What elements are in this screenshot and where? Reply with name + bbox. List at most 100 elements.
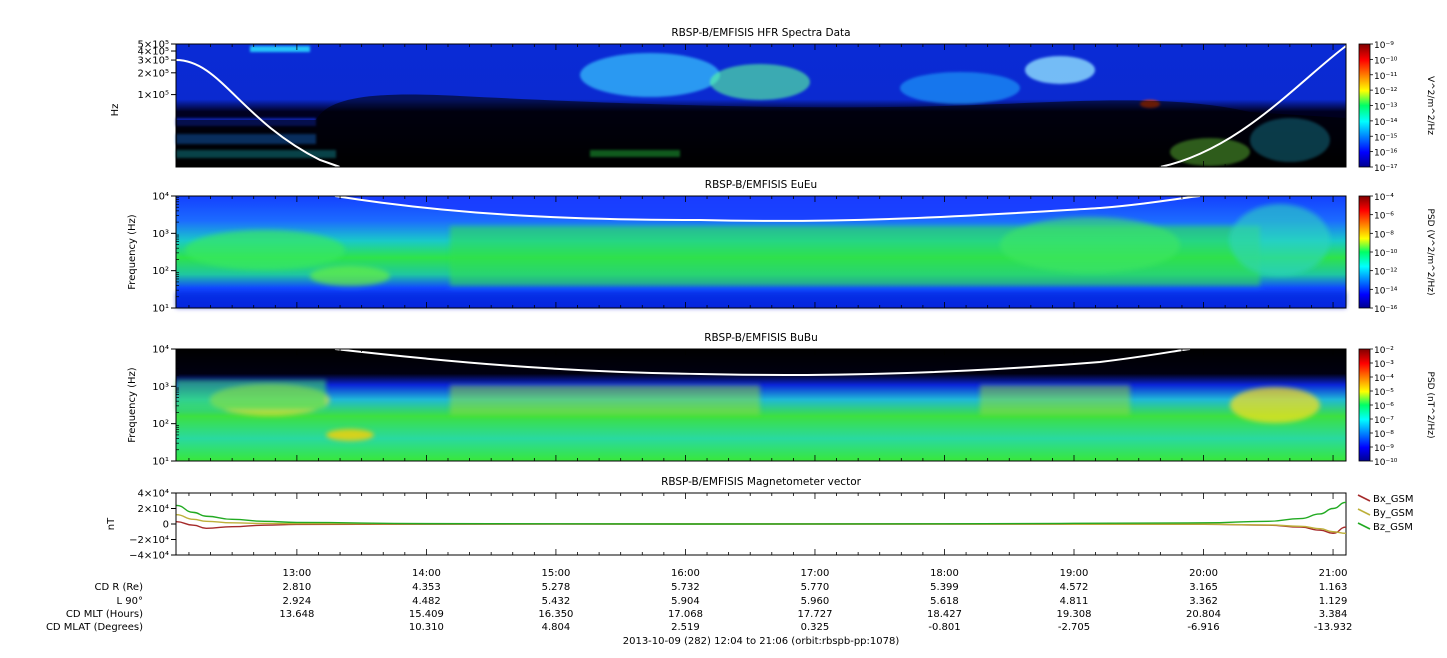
xtick-label: 17:00 <box>801 568 830 579</box>
ephemeris-value: 0.325 <box>801 622 830 633</box>
bubu-colorbar-strip <box>1358 348 1371 462</box>
ephemeris-value: 1.163 <box>1319 582 1348 593</box>
bubu-colorbar-label: 10⁻⁶ <box>1374 402 1394 412</box>
bubu-ytick-label: 10³ <box>152 382 169 393</box>
hfr-lower-band <box>176 94 1346 167</box>
bubu-colorbar-label: 10⁻⁵ <box>1374 388 1394 398</box>
mag-ytick-label: 2×10⁴ <box>138 504 169 515</box>
ephemeris-value: 5.732 <box>671 582 700 593</box>
hfr-colorbar-label: 10⁻¹⁰ <box>1374 56 1398 66</box>
ephemeris-value: 4.811 <box>1060 596 1089 607</box>
eueu-colorbar-label: 10⁻¹² <box>1374 268 1398 278</box>
ephemeris-value: 13.648 <box>279 609 314 620</box>
bubu-ytick-label: 10² <box>152 419 169 430</box>
bubu-panel: RBSP-B/EMFISIS BuBu Frequency (Hz) 10⁴ 10… <box>127 332 1435 468</box>
ephemeris-value: 5.904 <box>671 596 700 607</box>
ephemeris-value: 10.310 <box>409 622 444 633</box>
bubu-colorbar-label: 10⁻⁴ <box>1374 374 1394 384</box>
hfr-panel: RBSP-B/EMFISIS HFR Spectra Data Hz 5×10⁵… <box>110 27 1435 174</box>
ephemeris-value: 17.727 <box>797 609 832 620</box>
hfr-colorbar-label: 10⁻¹⁶ <box>1374 149 1398 159</box>
bubu-ylabel: Frequency (Hz) <box>127 367 138 443</box>
eueu-colorbar-label: 10⁻⁸ <box>1374 230 1394 240</box>
legend-label-Bz_GSM: Bz_GSM <box>1373 522 1413 533</box>
bubu-colorbar-label: 10⁻³ <box>1374 360 1394 370</box>
bubu-ytick-label: 10⁴ <box>152 345 169 356</box>
ephemeris-row-label: L 90° <box>117 596 143 607</box>
eueu-yticks: 10⁴ 10³ 10² 10¹ <box>152 192 179 315</box>
ephemeris-value: 2.810 <box>283 582 312 593</box>
ephemeris-value: 5.770 <box>801 582 830 593</box>
ephemeris-value: -2.705 <box>1058 622 1090 633</box>
ephemeris-value: 20.804 <box>1186 609 1221 620</box>
ephemeris-row-label: CD MLAT (Degrees) <box>46 622 143 633</box>
ephemeris-value: 5.960 <box>801 596 830 607</box>
eueu-ylabel: Frequency (Hz) <box>127 214 138 290</box>
eueu-colorbar-label: 10⁻⁶ <box>1374 212 1394 222</box>
legend-swatch-By_GSM <box>1357 508 1371 516</box>
hfr-colorbar: 10⁻⁹ 10⁻¹⁰ 10⁻¹¹ 10⁻¹² 10⁻¹³ 10⁻¹⁴ 10⁻¹⁵ 10⁻¹⁶ 1… <box>1358 41 1435 174</box>
hfr-ytick-label: 5×10⁵ <box>138 40 169 51</box>
mag-ytick-label: 4×10⁴ <box>138 489 169 500</box>
hfr-ytick-label: 2×10⁵ <box>138 68 169 79</box>
bubu-spectrogram <box>176 349 1346 461</box>
ephemeris-value: 3.384 <box>1319 609 1348 620</box>
bubu-colorbar-label: 10⁻¹⁰ <box>1374 458 1398 468</box>
hfr-colorbar-title: V^2/m^2/Hz <box>1425 76 1435 135</box>
hfr-colorbar-strip <box>1358 43 1371 168</box>
eueu-ytick-label: 10³ <box>152 229 169 240</box>
bubu-fce-line <box>334 348 1191 377</box>
eueu-title: RBSP-B/EMFISIS EuEu <box>705 179 817 191</box>
hfr-ytick-label: 3×10⁵ <box>138 56 169 67</box>
xtick-label: 14:00 <box>412 568 441 579</box>
mag-yticks: 4×10⁴ 2×10⁴ 0 −2×10⁴ −4×10⁴ <box>129 489 176 562</box>
eueu-emission-patches <box>176 204 1346 308</box>
eueu-ytick-label: 10¹ <box>152 304 169 315</box>
mag-ytick-label: −2×10⁴ <box>129 535 169 546</box>
xtick-label: 20:00 <box>1189 568 1218 579</box>
mag-series-lines <box>176 501 1347 535</box>
ephemeris-value: 2.924 <box>283 596 312 607</box>
mag-panel: RBSP-B/EMFISIS Magnetometer vector nT 4×… <box>106 476 1414 562</box>
xtick-label: 16:00 <box>671 568 700 579</box>
ephemeris-value: 15.409 <box>409 609 444 620</box>
ephemeris-value: 2.519 <box>671 622 700 633</box>
ephemeris-value: 18.427 <box>927 609 962 620</box>
legend-label-By_GSM: By_GSM <box>1373 508 1414 519</box>
eueu-colorbar-label: 10⁻⁴ <box>1374 193 1394 203</box>
eueu-colorbar-strip <box>1358 195 1371 309</box>
bubu-emission-patches <box>176 380 1320 441</box>
bubu-yticks: 10⁴ 10³ 10² 10¹ <box>152 345 179 468</box>
bubu-title: RBSP-B/EMFISIS BuBu <box>704 332 818 344</box>
ephemeris-value: -0.801 <box>928 622 960 633</box>
hfr-colorbar-label: 10⁻¹² <box>1374 87 1398 97</box>
mag-line-Bz_GSM <box>176 501 1347 525</box>
mag-title: RBSP-B/EMFISIS Magnetometer vector <box>661 476 862 488</box>
eueu-panel: RBSP-B/EMFISIS EuEu Frequency (Hz) 10⁴10… <box>127 179 1435 315</box>
xtick-label: 19:00 <box>1060 568 1089 579</box>
hfr-colorbar-label: 10⁻¹⁵ <box>1374 133 1398 143</box>
bubu-colorbar-label: 10⁻⁸ <box>1374 430 1394 440</box>
xtick-label: 18:00 <box>930 568 959 579</box>
hfr-ytick-label: 4×10⁵ <box>138 47 169 58</box>
ephemeris-row-label: CD R (Re) <box>95 582 144 593</box>
bubu-colorbar: 10⁻² 10⁻³ 10⁻⁴ 10⁻⁵ 10⁻⁶ 10⁻⁷ 10⁻⁸ 10⁻⁹ 10⁻¹⁰ PSD… <box>1358 346 1435 468</box>
ephemeris-value: -13.932 <box>1314 622 1353 633</box>
ephemeris-value: 3.362 <box>1189 596 1218 607</box>
x-axis-ticks <box>188 44 1334 555</box>
ephemeris-row-label: CD MLT (Hours) <box>66 609 143 620</box>
eueu-colorbar: 10⁻⁴ 10⁻⁶ 10⁻⁸ 10⁻¹⁰ 10⁻¹² 10⁻¹⁴ 10⁻¹⁶ PSD (V^2… <box>1358 193 1435 315</box>
xtick-label: 15:00 <box>542 568 571 579</box>
eueu-colorbar-label: 10⁻¹⁰ <box>1374 249 1398 259</box>
hfr-colorbar-label: 10⁻¹⁴ <box>1374 118 1398 128</box>
hfr-title: RBSP-B/EMFISIS HFR Spectra Data <box>671 27 850 39</box>
eueu-colorbar-label: 10⁻¹⁶ <box>1374 305 1398 315</box>
mag-ylabel: nT <box>106 517 117 530</box>
footer-time-range: 2013-10-09 (282) 12:04 to 21:06 (orbit:r… <box>623 636 900 647</box>
ephemeris-value: 17.068 <box>668 609 703 620</box>
xtick-label: 21:00 <box>1319 568 1348 579</box>
xtick-label: 13:00 <box>282 568 311 579</box>
ephemeris-value: 4.482 <box>412 596 441 607</box>
